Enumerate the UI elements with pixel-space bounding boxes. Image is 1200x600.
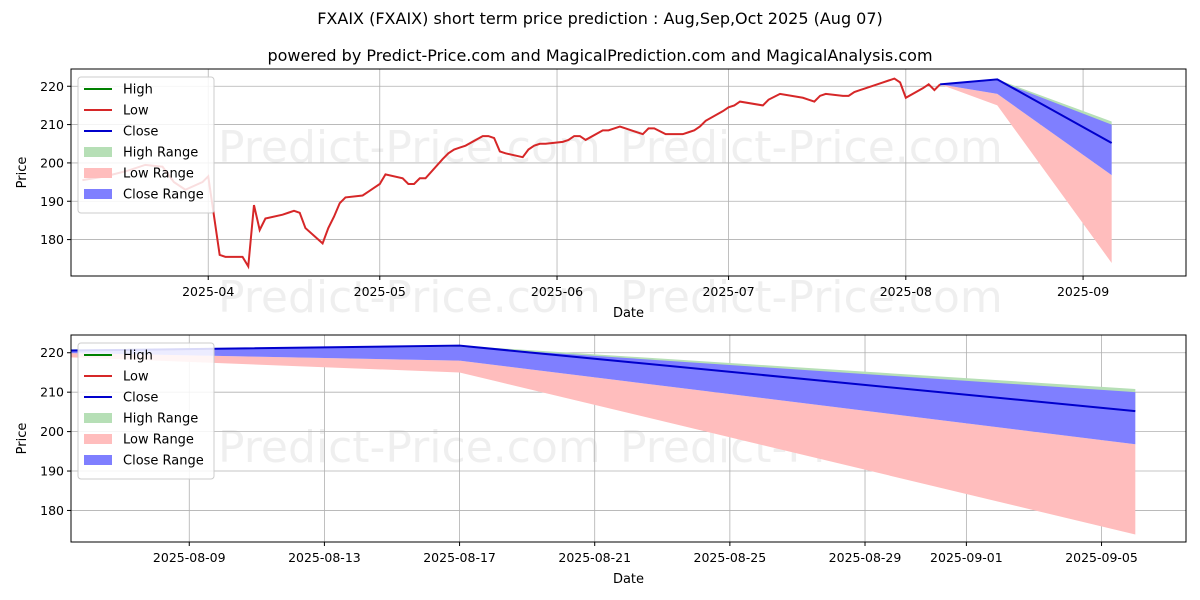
- x-tick-label: 2025-09-01: [930, 550, 1003, 565]
- legend-label: Close: [123, 391, 158, 406]
- x-tick-label: 2025-04: [182, 284, 234, 299]
- legend-swatch-patch: [84, 168, 112, 178]
- x-tick-label: 2025-08-25: [694, 550, 767, 565]
- legend-swatch-patch: [84, 413, 112, 423]
- watermark-text: Predict-Price.com: [218, 422, 601, 473]
- y-tick-label: 190: [40, 464, 64, 479]
- chart-title: FXAIX (FXAIX) short term price predictio…: [317, 9, 883, 28]
- plot-area: [71, 69, 1186, 276]
- watermark-text: Predict-Price.com: [620, 122, 1003, 173]
- legend-label: Close Range: [123, 188, 204, 203]
- x-tick-label: 2025-08-13: [288, 550, 361, 565]
- legend-label: Low Range: [123, 167, 194, 182]
- plot-frame: [70, 334, 1187, 543]
- watermark-text: Predict-Price.com: [218, 122, 601, 173]
- x-tick-label: 2025-08-09: [153, 550, 226, 565]
- x-tick-label: 2025-06: [531, 284, 583, 299]
- y-tick-label: 190: [40, 194, 64, 209]
- watermark-text: Predict-Price.com: [218, 272, 601, 323]
- x-tick-label: 2025-08-29: [829, 550, 902, 565]
- y-tick-label: 200: [40, 424, 64, 439]
- x-tick-label: 2025-08-17: [423, 550, 496, 565]
- legend-label: Close Range: [123, 454, 204, 469]
- low-range-band: [940, 84, 1112, 263]
- y-tick-label: 180: [40, 232, 64, 247]
- x-tick-label: 2025-08-21: [558, 550, 631, 565]
- y-tick-label: 210: [40, 385, 64, 400]
- y-tick-label: 180: [40, 503, 64, 518]
- watermark-text: Predict-Price.com: [620, 272, 1003, 323]
- low-range-band: [71, 353, 1136, 535]
- legend-label: High: [123, 83, 153, 98]
- legend: High Low Close High Range Low Range Close Ran…: [77, 342, 215, 480]
- y-axis-label: Price: [15, 157, 30, 189]
- low-price-line: [82, 77, 941, 270]
- chart-subtitle: powered by Predict-Price.com and Magical…: [267, 46, 933, 65]
- y-tick-label: 220: [40, 79, 64, 94]
- legend-label: High Range: [123, 412, 198, 427]
- plot-frame: [70, 68, 1187, 277]
- legend-label: Close: [123, 125, 158, 140]
- legend: High Low Close High Range Low Range Close Ran…: [77, 76, 215, 214]
- legend-swatch-patch: [84, 147, 112, 157]
- legend-label: High: [123, 349, 153, 364]
- x-tick-label: 2025-07: [702, 284, 754, 299]
- x-tick-label: 2025-09: [1057, 284, 1109, 299]
- x-tick-label: 2025-05: [354, 284, 406, 299]
- close-range-band: [940, 80, 1112, 176]
- legend-swatch-patch: [84, 189, 112, 199]
- y-tick-label: 200: [40, 155, 64, 170]
- y-axis-label: Price: [15, 423, 30, 455]
- close-range-band: [71, 346, 1136, 445]
- x-tick-label: 2025-09-05: [1065, 550, 1138, 565]
- y-tick-label: 220: [40, 345, 64, 360]
- x-axis-label: Date: [613, 572, 644, 587]
- y-tick-label: 210: [40, 117, 64, 132]
- legend-label: Low Range: [123, 433, 194, 448]
- close-forecast-line: [940, 78, 1113, 144]
- legend-swatch-patch: [84, 455, 112, 465]
- legend-label: Low: [123, 370, 149, 385]
- legend-label: High Range: [123, 146, 198, 161]
- x-axis-label: Date: [613, 306, 644, 321]
- x-tick-label: 2025-08: [880, 284, 932, 299]
- legend-swatch-patch: [84, 434, 112, 444]
- legend-label: Low: [123, 104, 149, 119]
